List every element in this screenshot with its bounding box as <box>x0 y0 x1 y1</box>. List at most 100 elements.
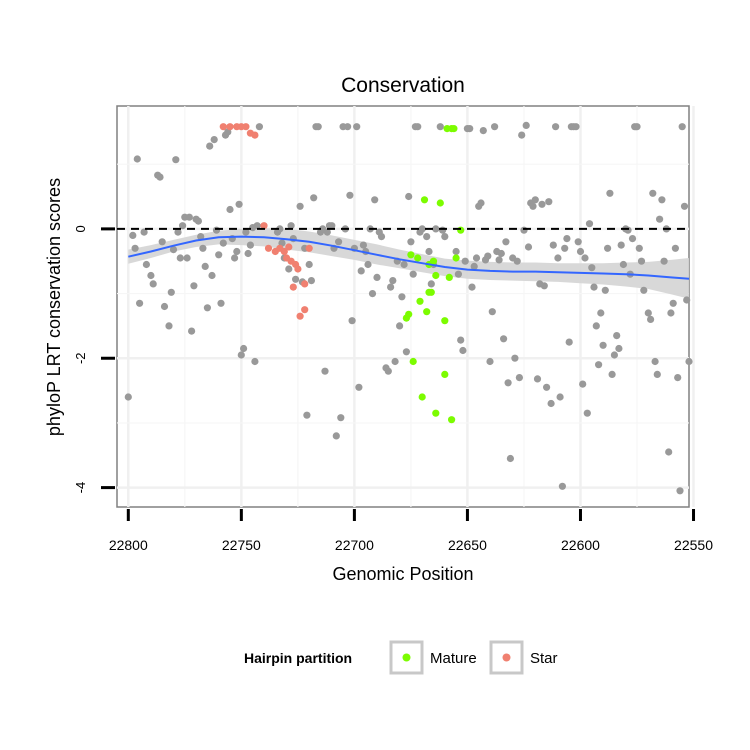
data-point-other <box>637 257 646 265</box>
data-point-other <box>427 280 435 288</box>
data-point-star <box>264 244 273 252</box>
data-point-other <box>470 262 478 270</box>
data-point-other <box>368 290 377 298</box>
data-point-other <box>391 357 399 366</box>
data-point-other <box>595 361 603 369</box>
data-point-other <box>389 277 397 285</box>
data-point-other <box>310 194 318 202</box>
data-point-other <box>651 357 659 366</box>
data-point-other <box>649 189 657 197</box>
data-point-mature <box>448 416 456 424</box>
data-point-other <box>201 262 209 270</box>
data-point-other <box>183 254 191 262</box>
data-point-other <box>167 288 175 296</box>
data-point-other <box>522 121 530 129</box>
data-point-other <box>235 200 243 208</box>
data-point-other <box>212 226 221 234</box>
scatter-points <box>124 121 693 495</box>
data-point-other <box>174 228 182 236</box>
data-point-mature <box>423 308 431 316</box>
data-point-other <box>160 302 169 311</box>
data-point-other <box>468 283 476 291</box>
x-tick-label: 22550 <box>674 537 713 553</box>
data-point-other <box>346 191 354 199</box>
data-point-other <box>543 383 551 391</box>
data-point-other <box>405 192 413 201</box>
data-point-star <box>296 312 304 320</box>
data-point-other <box>547 399 555 408</box>
x-tick-label: 22600 <box>561 537 600 553</box>
data-point-other <box>599 341 607 349</box>
data-point-other <box>581 254 589 262</box>
data-point-other <box>423 233 431 241</box>
data-point-mature <box>452 254 460 262</box>
data-point-other <box>425 247 433 256</box>
data-point-other <box>439 226 447 234</box>
data-point-other <box>136 299 144 307</box>
x-tick-label: 22700 <box>335 537 374 553</box>
data-point-other <box>513 257 521 265</box>
data-point-other <box>466 125 474 133</box>
data-point-mature <box>450 125 458 133</box>
x-tick-label: 22650 <box>448 537 487 553</box>
data-point-mature <box>409 357 417 366</box>
data-point-other <box>418 225 426 233</box>
data-point-other <box>597 309 605 317</box>
data-point-other <box>323 228 331 236</box>
data-point-star <box>305 244 313 252</box>
data-point-other <box>658 196 666 204</box>
data-point-mature <box>414 254 422 262</box>
data-point-other <box>276 225 284 233</box>
data-point-other <box>197 233 205 241</box>
data-point-other <box>244 249 252 258</box>
data-point-other <box>461 257 469 265</box>
data-point-other <box>441 233 449 241</box>
x-tick-label: 22750 <box>222 537 261 553</box>
data-point-other <box>314 123 322 131</box>
data-point-other <box>685 357 693 366</box>
data-point-mature <box>445 273 453 281</box>
data-point-other <box>129 231 137 239</box>
data-point-other <box>348 317 356 325</box>
data-point-other <box>565 338 573 346</box>
data-point-other <box>188 327 196 335</box>
data-point-other <box>226 205 234 214</box>
data-point-other <box>140 228 148 236</box>
data-point-star <box>226 123 234 131</box>
data-point-mature <box>441 370 449 378</box>
data-point-other <box>208 271 216 280</box>
axes: 22800 22750 22700 22650 22600 22550 -4 -2 0 <box>73 225 713 553</box>
data-point-other <box>203 304 211 312</box>
data-point-star <box>280 247 288 256</box>
data-point-other <box>407 238 415 246</box>
y-tick-label: 0 <box>73 225 88 232</box>
data-point-other <box>432 225 440 233</box>
data-point-mature <box>425 288 433 296</box>
data-point-other <box>590 283 598 291</box>
data-point-other <box>231 254 239 262</box>
data-point-other <box>613 332 621 340</box>
data-point-mature <box>416 297 424 305</box>
data-point-other <box>337 414 345 422</box>
data-point-star <box>301 306 309 314</box>
data-point-other <box>169 246 178 254</box>
data-point-other <box>240 344 248 353</box>
data-point-other <box>217 299 225 307</box>
data-point-other <box>131 244 139 252</box>
data-point-other <box>210 136 218 144</box>
legend-label-star: Star <box>530 650 558 667</box>
data-point-other <box>396 322 404 330</box>
data-point-other <box>156 173 164 181</box>
data-point-other <box>384 367 392 375</box>
data-point-other <box>576 247 585 256</box>
data-point-star <box>285 243 293 251</box>
legend-title: Hairpin partition <box>244 650 352 666</box>
legend-label-mature: Mature <box>430 650 477 667</box>
data-point-other <box>604 244 612 252</box>
data-point-other <box>574 238 582 246</box>
data-point-other <box>653 370 661 378</box>
data-point-other <box>520 226 528 234</box>
smooth-line-group <box>128 235 690 280</box>
data-point-other <box>377 233 386 241</box>
